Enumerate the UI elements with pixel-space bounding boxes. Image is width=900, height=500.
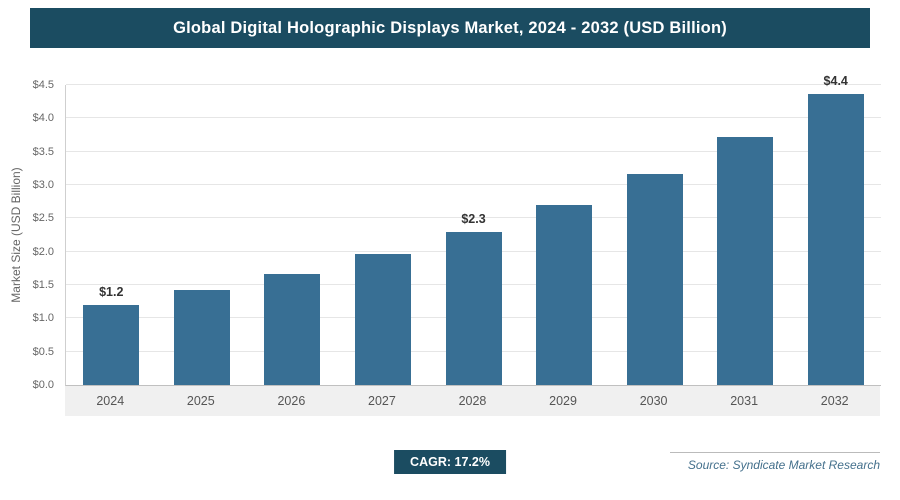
bar-value-label: $1.2 bbox=[99, 285, 124, 299]
cagr-badge: CAGR: 17.2% bbox=[394, 450, 506, 474]
y-tick-label: $2.0 bbox=[32, 245, 54, 258]
y-tick-label: $0.0 bbox=[32, 379, 54, 391]
y-axis-tick-labels: $0.0 $0.5 $1.0 $1.5 $2.0 $2.5 $3.0 $3.5 $4.0 $4.5 bbox=[0, 79, 60, 391]
y-tick-label: $3.5 bbox=[32, 145, 54, 158]
bar bbox=[83, 305, 140, 385]
bar bbox=[354, 254, 411, 385]
plot-area: $1.2 $2.3 $4.4 bbox=[65, 74, 881, 386]
gridline bbox=[66, 184, 881, 185]
bar bbox=[626, 173, 683, 385]
y-tick-label: $3.0 bbox=[32, 179, 54, 191]
bar bbox=[807, 93, 864, 385]
x-tick-label: 2030 bbox=[639, 394, 668, 408]
x-tick-label: 2027 bbox=[368, 394, 396, 408]
chart-title: Global Digital Holographic Displays Mark… bbox=[173, 18, 727, 37]
gridline bbox=[66, 150, 881, 152]
y-tick-label: $2.5 bbox=[32, 212, 54, 225]
bar-value-label: $4.4 bbox=[823, 73, 848, 88]
y-tick-label: $0.5 bbox=[32, 345, 54, 358]
y-tick-label: $4.5 bbox=[32, 79, 54, 91]
x-tick-label: 2024 bbox=[96, 394, 125, 408]
gridline bbox=[66, 217, 881, 219]
bar bbox=[717, 137, 774, 385]
cagr-label: CAGR: 17.2% bbox=[410, 455, 490, 469]
y-tick-label: $1.5 bbox=[32, 279, 54, 291]
bar bbox=[536, 205, 593, 385]
bar bbox=[445, 231, 502, 385]
x-tick-label: 2026 bbox=[277, 394, 306, 408]
x-axis-labels: 2024 2025 2026 2027 2028 2029 2030 2031 2032 bbox=[65, 386, 880, 416]
bar bbox=[264, 274, 321, 385]
x-tick-label: 2032 bbox=[820, 394, 849, 408]
gridline bbox=[66, 117, 881, 119]
x-tick-label: 2025 bbox=[186, 394, 215, 408]
x-tick-label: 2029 bbox=[549, 394, 577, 408]
y-tick-label: $4.0 bbox=[32, 112, 54, 125]
x-tick-label: 2028 bbox=[458, 394, 487, 408]
bar-value-label: $2.3 bbox=[461, 211, 486, 226]
chart-title-bar: Global Digital Holographic Displays Mark… bbox=[30, 8, 870, 48]
source-note: Source: Syndicate Market Research bbox=[670, 452, 880, 472]
x-tick-label: 2031 bbox=[730, 394, 759, 408]
gridline bbox=[66, 84, 881, 85]
y-tick-label: $1.0 bbox=[32, 312, 54, 325]
bar bbox=[173, 290, 230, 385]
source-text: Source: Syndicate Market Research bbox=[687, 458, 880, 472]
